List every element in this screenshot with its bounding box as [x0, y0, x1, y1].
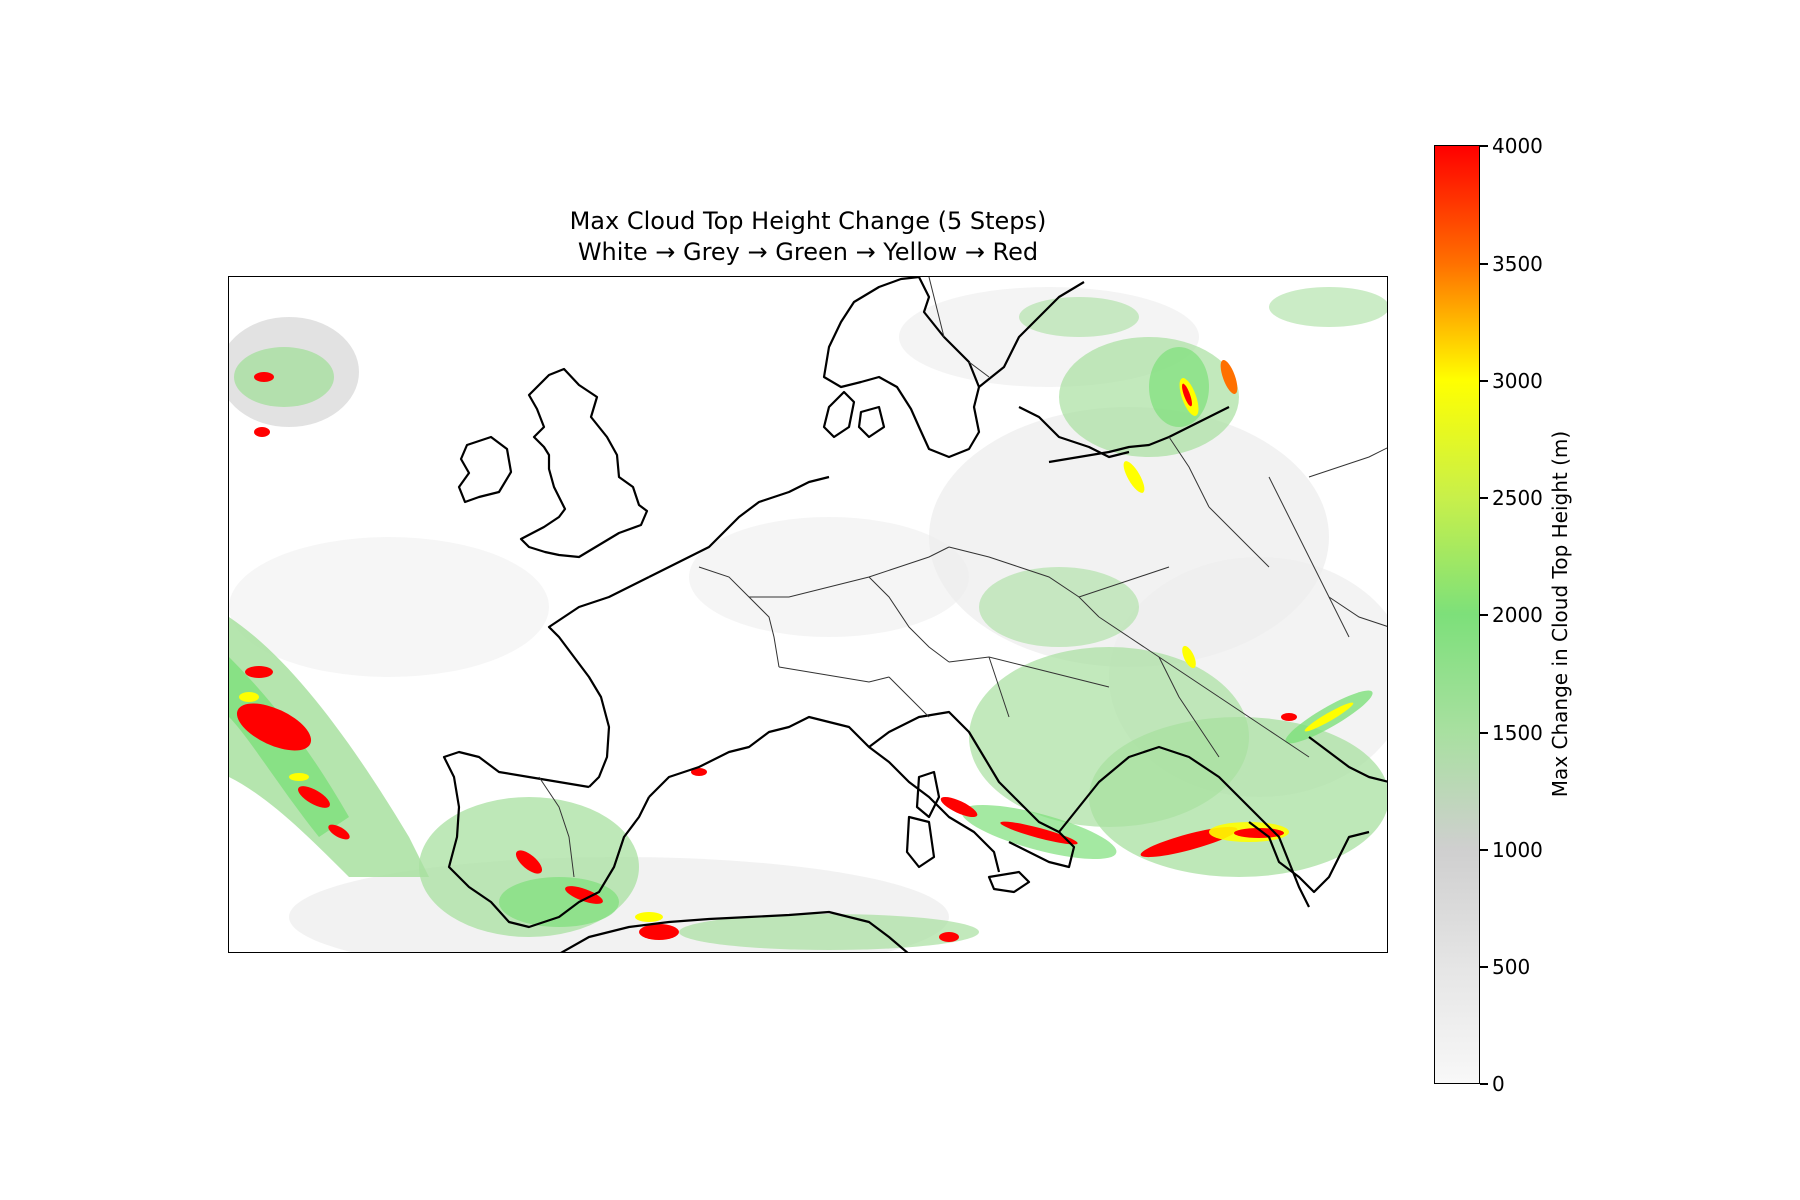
colorbar-label: Max Change in Cloud Top Height (m): [1548, 430, 1572, 798]
colorbar-tick-label: 3000: [1492, 369, 1543, 393]
map-svg: [229, 277, 1387, 952]
plot-title-line-1: Max Cloud Top Height Change (5 Steps): [569, 207, 1047, 235]
colorbar-tick-label: 1500: [1492, 721, 1543, 745]
colorbar-tick-label: 2500: [1492, 486, 1543, 510]
colorbar-tick: [1480, 966, 1488, 968]
cloud-change-field: [229, 287, 1387, 952]
plot-title-line-2: White → Grey → Green → Yellow → Red: [577, 238, 1039, 266]
colorbar-tick-label: 1000: [1492, 838, 1543, 862]
colorbar-tick-label: 4000: [1492, 134, 1543, 158]
colorbar-tick: [1480, 145, 1488, 147]
colorbar-tick: [1480, 380, 1488, 382]
colorbar-tick-label: 0: [1492, 1072, 1505, 1096]
colorbar-tick: [1480, 497, 1488, 499]
colorbar-tick-label: 3500: [1492, 252, 1543, 276]
colorbar-tick: [1480, 1083, 1488, 1085]
country-borders: [538, 277, 1387, 878]
map-panel: [228, 276, 1388, 953]
colorbar: [1434, 145, 1480, 1084]
colorbar-tick: [1480, 849, 1488, 851]
colorbar-tick: [1480, 732, 1488, 734]
colorbar-tick-label: 2000: [1492, 603, 1543, 627]
colorbar-tick-label: 500: [1492, 955, 1531, 979]
colorbar-tick: [1480, 614, 1488, 616]
coastlines: [442, 277, 1387, 952]
colorbar-tick: [1480, 263, 1488, 265]
